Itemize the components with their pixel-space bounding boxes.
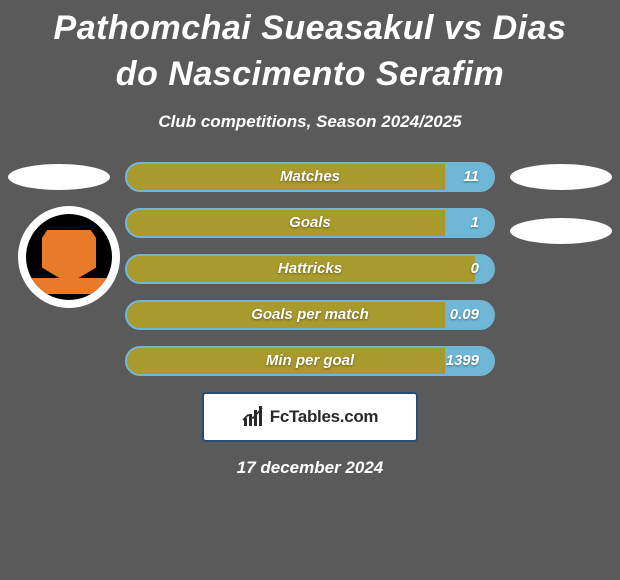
stats-bars: Matches11 Goals1 Hattricks0 Goals per match… (125, 162, 495, 376)
stat-bar: Goals per match0.09 (125, 300, 495, 330)
stat-bar-label: Goals per match (127, 302, 493, 328)
subtitle: Club competitions, Season 2024/2025 (0, 112, 620, 132)
player-left-oval (8, 164, 110, 190)
stat-bar-fill (445, 348, 493, 374)
stat-bar-label: Matches (127, 164, 493, 190)
stat-bar: Matches11 (125, 162, 495, 192)
stat-bar-fill (445, 302, 493, 328)
brand-name: FcTables.com (270, 407, 379, 427)
brand-chart-icon (242, 406, 264, 428)
stat-bar-label: Hattricks (127, 256, 493, 282)
stat-bar: Goals1 (125, 208, 495, 238)
player-right-oval-2 (510, 218, 612, 244)
stat-bar: Min per goal1399 (125, 346, 495, 376)
stat-bar-label: Goals (127, 210, 493, 236)
page-title: Pathomchai Sueasakul vs Dias do Nascimen… (0, 0, 620, 98)
date-label: 17 december 2024 (0, 458, 620, 478)
stat-bar-fill (445, 210, 493, 236)
stat-bar: Hattricks0 (125, 254, 495, 284)
club-logo-badge (18, 206, 120, 308)
stat-bar-label: Min per goal (127, 348, 493, 374)
player-right-oval-1 (510, 164, 612, 190)
club-logo-icon (26, 214, 112, 300)
stat-bar-fill (445, 164, 493, 190)
brand-box: FcTables.com (202, 392, 418, 442)
stat-bar-fill (475, 256, 493, 282)
comparison-arena: Matches11 Goals1 Hattricks0 Goals per match… (0, 162, 620, 376)
